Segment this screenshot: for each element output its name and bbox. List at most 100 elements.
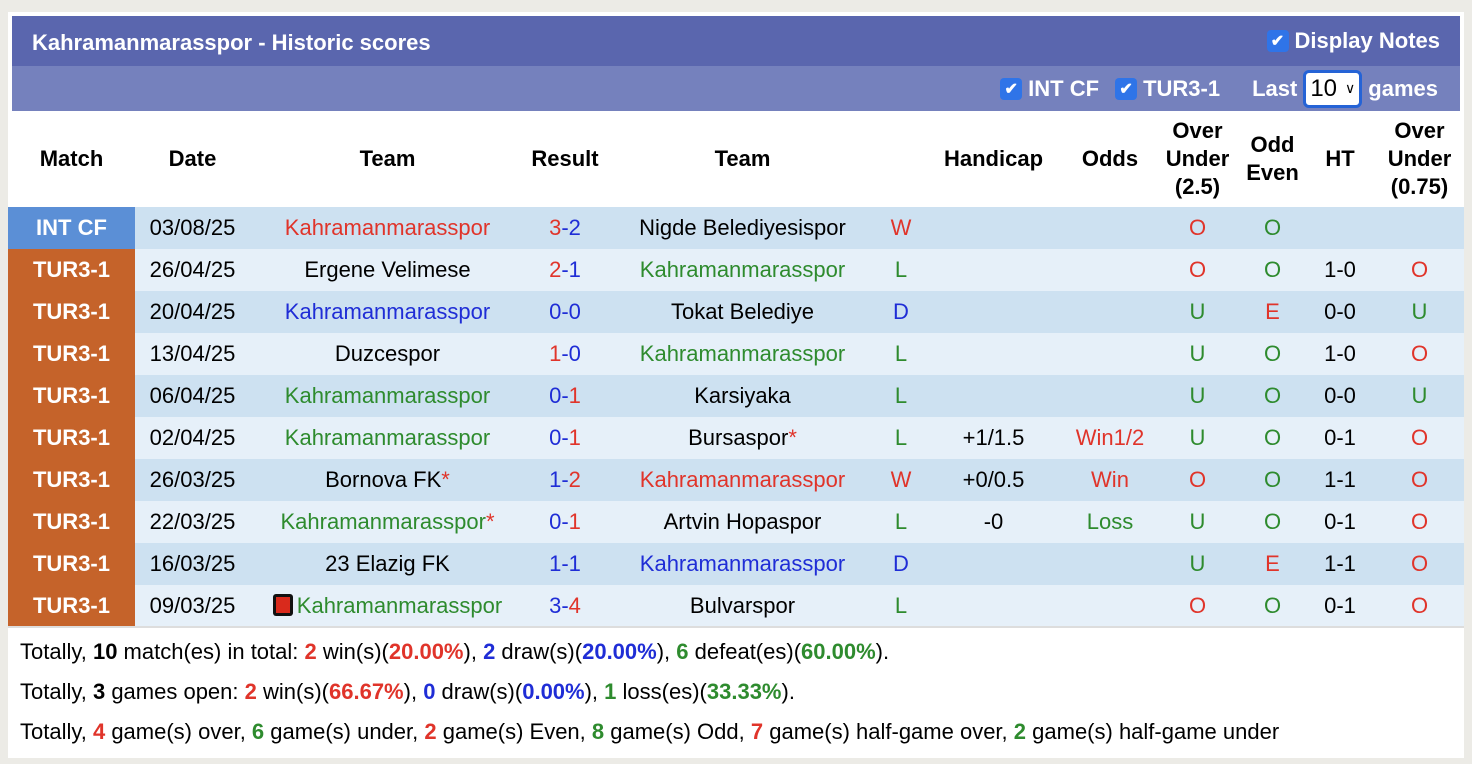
away-team-name[interactable]: Kahramanmarasspor — [639, 551, 846, 576]
over-under-075: O — [1375, 417, 1464, 459]
match-result[interactable]: 3-4 — [525, 585, 605, 628]
score-separator: - — [561, 299, 569, 324]
over-under-075: O — [1375, 543, 1464, 585]
match-result[interactable]: 1-1 — [525, 543, 605, 585]
home-team-name[interactable]: Kahramanmarasspor — [296, 592, 503, 618]
match-result[interactable]: 0-1 — [525, 375, 605, 417]
summary-segment: win(s)( — [316, 639, 389, 664]
home-team-name[interactable]: 23 Elazig FK — [325, 551, 450, 576]
home-team[interactable]: Kahramanmarasspor — [250, 585, 525, 628]
away-team-name[interactable]: Karsiyaka — [694, 383, 791, 408]
home-team-name[interactable]: Kahramanmarasspor — [284, 425, 491, 450]
game-count-select[interactable]: 10 ∨ — [1303, 69, 1363, 108]
red-card-icon — [272, 593, 293, 616]
home-team[interactable]: Duzcespor — [250, 333, 525, 375]
home-team-name[interactable]: Duzcespor — [334, 341, 441, 366]
away-team-name[interactable]: Kahramanmarasspor — [639, 467, 846, 492]
table-row[interactable]: TUR3-1 02/04/25 Kahramanmarasspor 0-1 Bursas… — [8, 417, 1464, 459]
chevron-down-icon: ∨ — [1345, 80, 1356, 96]
home-team[interactable]: Kahramanmarasspor — [250, 207, 525, 249]
match-result[interactable]: 0-0 — [525, 291, 605, 333]
away-team-name[interactable]: Kahramanmarasspor — [639, 257, 846, 282]
home-team-name[interactable]: Kahramanmarasspor — [284, 299, 491, 324]
summary-segment: 6 — [251, 719, 265, 744]
away-score: 1 — [568, 425, 581, 450]
home-team[interactable]: Kahramanmarasspor — [250, 291, 525, 333]
filter-tur3-checkbox[interactable]: ✔ — [1115, 77, 1138, 100]
table-row[interactable]: TUR3-1 09/03/25 Kahramanmarasspor 3-4 Bulvar… — [8, 585, 1464, 628]
home-team[interactable]: 23 Elazig FK — [250, 543, 525, 585]
home-team[interactable]: Ergene Velimese — [250, 249, 525, 291]
home-team-name[interactable]: Ergene Velimese — [304, 257, 471, 282]
away-team[interactable]: Kahramanmarasspor — [605, 459, 880, 501]
away-team[interactable]: Nigde Belediyesispor — [605, 207, 880, 249]
table-row[interactable]: TUR3-1 22/03/25 Kahramanmarasspor* 0-1 Artvi… — [8, 501, 1464, 543]
summary-segment: ). — [875, 639, 890, 664]
handicap — [922, 249, 1065, 291]
home-team-name[interactable]: Kahramanmarasspor — [280, 509, 486, 534]
summary-segment: 20.00% — [582, 639, 657, 664]
table-row[interactable]: TUR3-1 26/04/25 Ergene Velimese 2-1 Kahraman… — [8, 249, 1464, 291]
away-team[interactable]: Tokat Belediye — [605, 291, 880, 333]
summary-segment: ). — [781, 679, 795, 704]
summary-segment: game(s) Odd, — [604, 719, 751, 744]
away-team[interactable]: Kahramanmarasspor — [605, 543, 880, 585]
away-team[interactable]: Bursaspor* — [605, 417, 880, 459]
match-result[interactable]: 1-0 — [525, 333, 605, 375]
odds-result: Loss — [1065, 501, 1155, 543]
home-team[interactable]: Kahramanmarasspor — [250, 375, 525, 417]
table-row[interactable]: TUR3-1 06/04/25 Kahramanmarasspor 0-1 Karsiy… — [8, 375, 1464, 417]
away-team[interactable]: Kahramanmarasspor — [605, 333, 880, 375]
competition-badge: TUR3-1 — [8, 417, 135, 459]
home-team[interactable]: Bornova FK* — [250, 459, 525, 501]
summary-segment: 10 — [92, 639, 118, 664]
display-notes-toggle[interactable]: ✔ Display Notes — [1266, 28, 1440, 54]
over-under-25: O — [1155, 459, 1240, 501]
over-under-075: O — [1375, 249, 1464, 291]
away-team-name[interactable]: Kahramanmarasspor — [639, 341, 846, 366]
checkbox-checked-icon[interactable]: ✔ — [1266, 30, 1289, 52]
match-result[interactable]: 1-2 — [525, 459, 605, 501]
half-time-score: 1-0 — [1305, 249, 1375, 291]
summary-segment: game(s) over, — [105, 719, 252, 744]
away-team-name[interactable]: Tokat Belediye — [670, 299, 815, 324]
handicap — [922, 333, 1065, 375]
away-team-name[interactable]: Bursaspor — [688, 425, 789, 450]
filter-int-cf-checkbox[interactable]: ✔ — [1000, 77, 1023, 100]
home-team-name[interactable]: Kahramanmarasspor — [284, 383, 491, 408]
match-result[interactable]: 2-1 — [525, 249, 605, 291]
table-row[interactable]: TUR3-1 16/03/25 23 Elazig FK 1-1 Kahramanmar… — [8, 543, 1464, 585]
table-row[interactable]: INT CF 03/08/25 Kahramanmarasspor 3-2 Nigde … — [8, 207, 1464, 249]
away-score: 1 — [568, 551, 581, 576]
odd-even: E — [1240, 291, 1305, 333]
away-team-name[interactable]: Artvin Hopaspor — [663, 509, 822, 534]
summary-segment: draw(s)( — [495, 639, 583, 664]
summary-segment: 3 — [92, 679, 106, 704]
half-time-score: 1-0 — [1305, 333, 1375, 375]
table-row[interactable]: TUR3-1 26/03/25 Bornova FK* 1-2 Kahramanmara… — [8, 459, 1464, 501]
score-separator: - — [561, 592, 569, 618]
summary-segment: defeat(es)( — [688, 639, 802, 664]
table-row[interactable]: TUR3-1 20/04/25 Kahramanmarasspor 0-0 Tokat … — [8, 291, 1464, 333]
column-header-over-under-075: Over Under (0.75) — [1375, 111, 1464, 207]
away-team[interactable]: Artvin Hopaspor — [605, 501, 880, 543]
column-header-match: Match — [8, 111, 135, 207]
table-row[interactable]: TUR3-1 13/04/25 Duzcespor 1-0 Kahramanmarass… — [8, 333, 1464, 375]
home-team-name[interactable]: Bornova FK — [325, 467, 442, 492]
summary-segment: game(s) half-game over, — [763, 719, 1014, 744]
match-result[interactable]: 3-2 — [525, 207, 605, 249]
away-team[interactable]: Bulvarspor — [605, 585, 880, 628]
home-team[interactable]: Kahramanmarasspor — [250, 417, 525, 459]
summary-segment: ), — [403, 679, 424, 704]
away-team-name[interactable]: Bulvarspor — [689, 592, 796, 618]
away-team[interactable]: Karsiyaka — [605, 375, 880, 417]
home-team[interactable]: Kahramanmarasspor* — [250, 501, 525, 543]
odds-result: Win1/2 — [1065, 417, 1155, 459]
match-result[interactable]: 0-1 — [525, 501, 605, 543]
odds-result — [1065, 291, 1155, 333]
match-result[interactable]: 0-1 — [525, 417, 605, 459]
away-team[interactable]: Kahramanmarasspor — [605, 249, 880, 291]
away-team-name[interactable]: Nigde Belediyesispor — [639, 215, 846, 240]
home-team-name[interactable]: Kahramanmarasspor — [284, 215, 491, 240]
column-header-outcome — [880, 111, 922, 207]
